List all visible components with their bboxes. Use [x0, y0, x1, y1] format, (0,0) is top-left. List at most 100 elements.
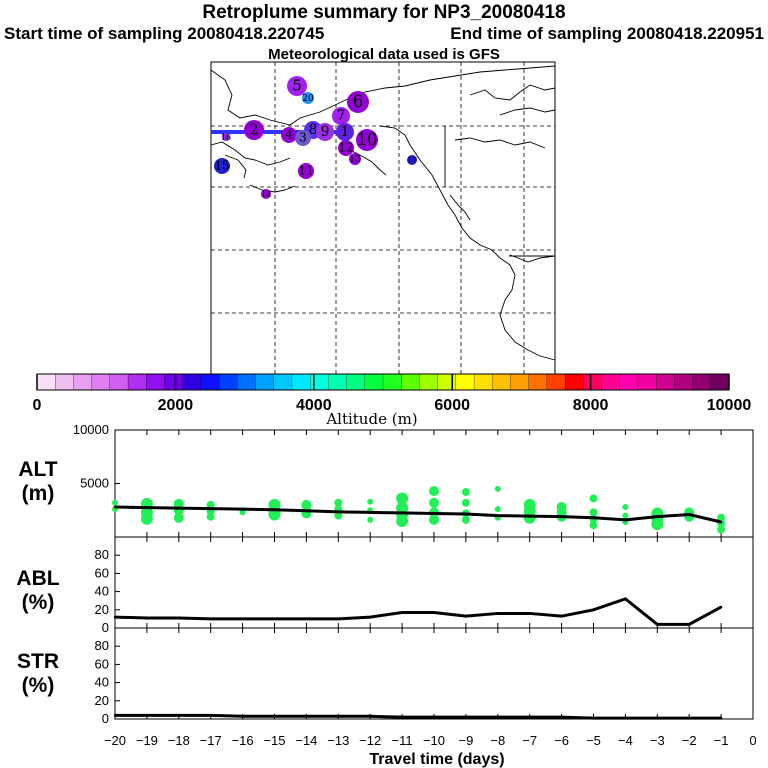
altitude-point	[206, 500, 215, 509]
altitude-point	[367, 516, 374, 523]
altitude-point	[523, 511, 536, 524]
colorbar-tick-label: 6000	[434, 397, 470, 414]
x-tick-label: −13	[327, 733, 349, 748]
colorbar-cell	[510, 373, 530, 391]
map-marker: 11	[298, 163, 314, 179]
str-point	[177, 714, 180, 717]
abl-point	[145, 616, 149, 620]
abl-point	[688, 623, 691, 626]
colorbar-cell	[328, 373, 348, 391]
altitude-mean-point	[337, 510, 340, 514]
altitude-point	[589, 494, 598, 503]
str-point	[273, 715, 276, 718]
abl-point	[369, 615, 372, 619]
altitude-point	[396, 514, 409, 527]
map-marker: 7	[332, 107, 350, 125]
abl-series-line	[114, 597, 722, 626]
map-marker-dot	[332, 107, 350, 125]
altitude-point	[429, 485, 439, 496]
colorbar-cell	[36, 373, 56, 391]
map-marker: 2	[244, 120, 264, 140]
abl-point	[560, 614, 563, 618]
colorbar-cell	[401, 373, 420, 391]
altitude-mean-point	[177, 506, 180, 510]
map-marker: 15	[214, 158, 230, 174]
map-marker-label: 3	[299, 131, 307, 145]
x-tick-label: −7	[522, 733, 537, 748]
x-tick-label: −14	[295, 733, 317, 748]
altitude-point	[622, 512, 629, 519]
altitude-point	[589, 521, 598, 530]
altitude-mean-point	[400, 511, 404, 515]
y-tick-label: 40	[95, 584, 109, 599]
colorbar-cell	[200, 373, 220, 391]
panel-abl: ABL(%) 80 60 40 20 0	[16, 536, 754, 635]
altitude-point	[206, 512, 215, 521]
map-marker-dot	[214, 158, 230, 174]
y-tick-label: 40	[95, 675, 109, 690]
altitude-mean-point	[305, 509, 308, 512]
str-point	[464, 715, 468, 719]
str-point	[688, 716, 691, 720]
map-marker-label: 17	[407, 156, 417, 165]
map-marker-label: 7	[337, 108, 346, 124]
map-graticule	[211, 62, 555, 374]
abl-point	[209, 617, 212, 621]
colorbar-cell	[91, 373, 111, 391]
str-point	[209, 714, 212, 717]
str-point	[432, 715, 436, 719]
map-marker-label: 5	[292, 77, 302, 95]
str-point	[592, 716, 595, 720]
altitude-point	[334, 498, 343, 507]
altitude-mean-point	[209, 507, 212, 510]
time-series-panels: ALT(m)100005000ABL(%)806040200STR(%)8060…	[16, 422, 754, 726]
map-marker: 4	[281, 127, 297, 143]
colorbar-cell	[146, 373, 165, 391]
y-tick-label: 60	[95, 656, 109, 671]
y-tick-label: 10000	[73, 422, 109, 437]
str-point	[496, 715, 499, 719]
x-tick-label: −1	[714, 733, 729, 748]
altitude-mean-point	[464, 512, 468, 516]
altitude-mean-point	[369, 511, 372, 514]
altitude-mean-point	[688, 513, 691, 516]
panel-ylabel-unit: (%)	[22, 591, 55, 614]
colorbar-cell	[273, 373, 293, 391]
met-data-label: Meteorological data used is GFS	[268, 46, 500, 63]
map-marker: 9	[316, 123, 334, 141]
str-point	[369, 715, 372, 718]
panel-str: STR(%) 80 60 40 20 0	[17, 627, 754, 726]
map-marker: 6	[347, 91, 369, 113]
altitude-mean-point	[528, 514, 531, 518]
altitude-mean-point	[656, 515, 659, 518]
panel-frame	[114, 627, 754, 720]
panel-ylabel: ABL	[16, 567, 59, 590]
y-tick-label: 5000	[80, 476, 109, 491]
colorbar-cell	[218, 373, 238, 391]
map-marker-label: 2	[249, 121, 259, 139]
map-marker-label: 6	[353, 92, 364, 111]
str-point	[656, 716, 659, 720]
y-tick-label: 20	[95, 602, 109, 617]
y-tick-label: 0	[102, 620, 109, 635]
abl-point	[177, 616, 180, 620]
map-marker: 17	[407, 155, 417, 165]
map-coastlines	[210, 65, 556, 361]
colorbar-tick-label: 10000	[707, 397, 752, 414]
colorbar-cell	[546, 373, 566, 391]
map-marker-dot	[261, 189, 271, 199]
abl-point	[337, 617, 340, 621]
colorbar-tick-label: 0	[33, 397, 42, 414]
map-marker-dot	[407, 155, 417, 165]
x-tick-label: −5	[586, 733, 601, 748]
colorbar-cell	[346, 373, 366, 391]
end-time-label: End time of sampling 20080418.220951	[450, 24, 764, 43]
map-marker-dot	[287, 76, 307, 96]
x-tick-label: −16	[232, 733, 254, 748]
x-tick-label: −11	[392, 733, 413, 748]
altitude-mean-point	[719, 520, 723, 524]
altitude-point	[367, 498, 374, 505]
x-tick-label: −18	[168, 733, 190, 748]
